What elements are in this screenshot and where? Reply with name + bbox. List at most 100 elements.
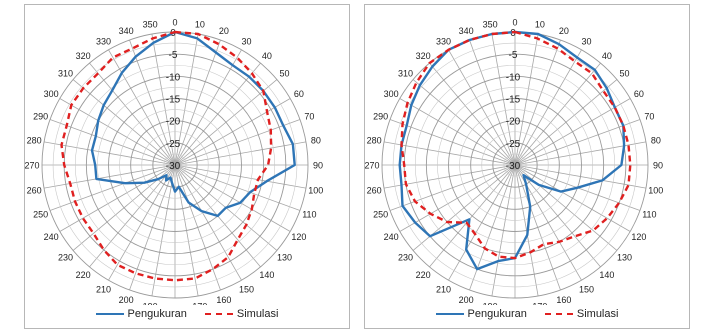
radial-tick-label: -5 <box>169 50 178 61</box>
angle-tick-label: 120 <box>631 232 646 242</box>
angle-tick-label: 200 <box>119 295 134 305</box>
series-line-simulasi <box>60 30 273 282</box>
angle-tick-label: 30 <box>581 37 591 47</box>
angle-tick-label: 20 <box>559 26 569 36</box>
angle-tick-label: 340 <box>459 26 474 36</box>
angle-tick-label: 80 <box>311 136 321 146</box>
angle-tick-label: 190 <box>143 301 158 305</box>
angle-tick-label: 230 <box>398 252 413 262</box>
angle-tick-label: 180 <box>507 304 522 306</box>
angle-tick-label: 280 <box>367 136 382 146</box>
polar-plot-left: 0-5-10-15-20-25-300 102030405060708090100… <box>25 18 323 306</box>
angle-tick-label: 230 <box>58 252 73 262</box>
radial-tick-label: -30 <box>166 161 181 172</box>
legend-swatch-dashed <box>544 313 573 315</box>
angle-tick-label: 50 <box>280 69 290 79</box>
angle-tick-label: 270 <box>365 161 380 171</box>
angle-tick-label: 210 <box>96 284 111 294</box>
angle-tick-label: 0 <box>512 18 517 28</box>
angle-tick-label: 60 <box>634 89 644 99</box>
polar-grid <box>381 31 649 299</box>
angle-tick-label: 300 <box>44 89 59 99</box>
legend-right: Pengukuran Simulasi <box>365 306 689 322</box>
angle-tick-label: 130 <box>617 252 632 262</box>
legend-item-simulasi: Simulasi <box>204 308 278 320</box>
angle-tick-label: 290 <box>373 112 388 122</box>
polar-grid <box>41 31 309 299</box>
grid-ring <box>152 142 198 188</box>
radial-tick-label: -30 <box>506 161 521 172</box>
legend-item-pengukuran: Pengukuran <box>95 308 187 320</box>
angle-tick-label: 270 <box>25 161 40 171</box>
grid-ring <box>448 98 582 232</box>
radial-tick-label: -5 <box>509 50 518 61</box>
grid-ring <box>85 75 265 255</box>
angle-tick-label: 30 <box>241 37 251 47</box>
grid-ring <box>74 64 276 266</box>
angle-tick-label: 130 <box>277 252 292 262</box>
angle-tick-label: 260 <box>367 185 382 195</box>
grid-ring <box>414 64 616 266</box>
angle-tick-label: 170 <box>532 301 547 305</box>
polar-chart-left: 0 -5 -10 -15 -20 -25 -30 0 10 20 30 40 50 60 70 80 90 100… <box>24 4 350 329</box>
grid-ring <box>503 153 527 177</box>
angle-tick-label: 330 <box>436 37 451 47</box>
angle-tick-label: 0 <box>172 18 177 28</box>
grid-ring <box>119 109 231 221</box>
angle-tick-label: 220 <box>76 270 91 280</box>
radial-tick-label: -15 <box>506 95 521 106</box>
angle-tick-label: 150 <box>579 284 594 294</box>
angle-tick-label: 140 <box>259 270 274 280</box>
legend-label: Pengukuran <box>127 308 187 320</box>
angle-tick-label: 160 <box>556 295 571 305</box>
grid-ring <box>459 109 571 221</box>
angle-tick-label: 100 <box>648 185 663 195</box>
angle-tick-label: 110 <box>642 209 656 219</box>
angle-tick-label: 10 <box>195 20 205 30</box>
angle-tick-label: 70 <box>644 112 654 122</box>
grid-ring <box>470 120 560 210</box>
legend-label: Pengukuran <box>467 308 527 320</box>
angle-tick-label: 330 <box>96 37 111 47</box>
legend-item-pengukuran: Pengukuran <box>435 308 527 320</box>
angle-tick-label: 160 <box>216 295 231 305</box>
grid-ring <box>437 87 593 243</box>
angle-tick-label: 90 <box>653 161 663 171</box>
angle-tick-label: 220 <box>416 270 431 280</box>
grid-ring <box>492 142 538 188</box>
series-line-simulasi <box>400 30 632 260</box>
angle-tick-label: 40 <box>262 51 272 61</box>
angle-tick-label: 280 <box>27 136 42 146</box>
legend-label: Simulasi <box>576 308 619 320</box>
radial-tick-label: -10 <box>506 72 521 83</box>
angle-tick-label: 260 <box>27 185 42 195</box>
angle-tick-label: 170 <box>192 301 207 305</box>
grid-ring <box>52 42 298 288</box>
angle-tick-label: 150 <box>239 284 254 294</box>
angle-tick-label: 120 <box>291 232 306 242</box>
angle-tick-label: 250 <box>373 209 388 219</box>
grid-ring <box>163 153 187 177</box>
angle-tick-label: 100 <box>308 185 323 195</box>
series-line-pengukuran <box>90 30 296 218</box>
radial-tick-label: 0 <box>510 28 516 39</box>
legend-swatch-solid <box>95 313 124 315</box>
angle-tick-label: 50 <box>620 69 630 79</box>
radial-tick-label: -25 <box>506 139 521 150</box>
angle-tick-label: 300 <box>384 89 399 99</box>
angle-tick-label: 350 <box>483 20 498 30</box>
angle-tick-label: 10 <box>535 20 545 30</box>
grid-ring <box>481 131 549 199</box>
grid-ring <box>130 120 220 210</box>
radial-tick-label: -15 <box>166 95 181 106</box>
angle-tick-label: 310 <box>58 69 73 79</box>
legend-swatch-dashed <box>204 313 233 315</box>
angle-tick-label: 60 <box>294 89 304 99</box>
radial-tick-label: -10 <box>166 72 181 83</box>
legend-left: Pengukuran Simulasi <box>25 306 349 322</box>
angle-tick-label: 340 <box>119 26 134 36</box>
legend-item-simulasi: Simulasi <box>544 308 619 320</box>
angle-tick-label: 210 <box>436 284 451 294</box>
grid-ring <box>141 131 209 199</box>
angle-tick-label: 70 <box>304 112 314 122</box>
